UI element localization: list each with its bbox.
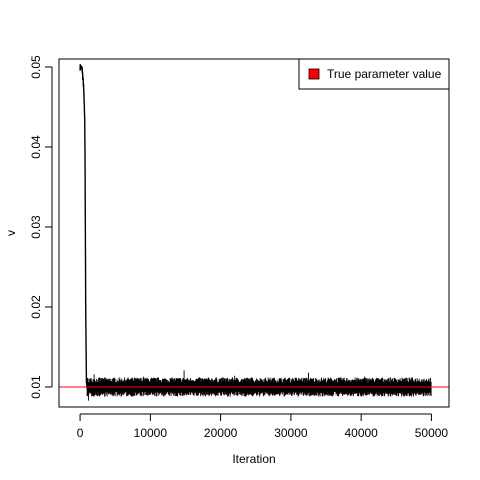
- x-tick-label: 30000: [274, 426, 308, 440]
- x-axis-label: Iteration: [232, 452, 275, 466]
- legend: True parameter value: [298, 58, 450, 90]
- y-tick-label: 0.03: [29, 215, 43, 239]
- y-tick-label: 0.01: [29, 375, 43, 399]
- x-tick-label: 40000: [344, 426, 378, 440]
- legend-swatch-true-parameter: [308, 68, 320, 80]
- y-tick-label: 0.04: [29, 135, 43, 159]
- x-tick-label: 50000: [415, 426, 449, 440]
- x-tick-label: 10000: [134, 426, 168, 440]
- y-tick-label: 0.02: [29, 295, 43, 319]
- trace-burn-in: [79, 64, 88, 389]
- legend-box: [298, 58, 450, 90]
- y-tick-label: 0.05: [29, 55, 43, 79]
- y-axis-label: v: [4, 230, 18, 236]
- x-tick-label: 0: [77, 426, 84, 440]
- legend-label-true-parameter: True parameter value: [327, 67, 442, 81]
- x-tick-label: 20000: [204, 426, 238, 440]
- plot-frame: [58, 58, 450, 408]
- x-axis: 0 10000 20000 30000 40000 50000: [77, 413, 449, 440]
- y-axis: 0.01 0.02 0.03 0.04 0.05: [29, 55, 53, 399]
